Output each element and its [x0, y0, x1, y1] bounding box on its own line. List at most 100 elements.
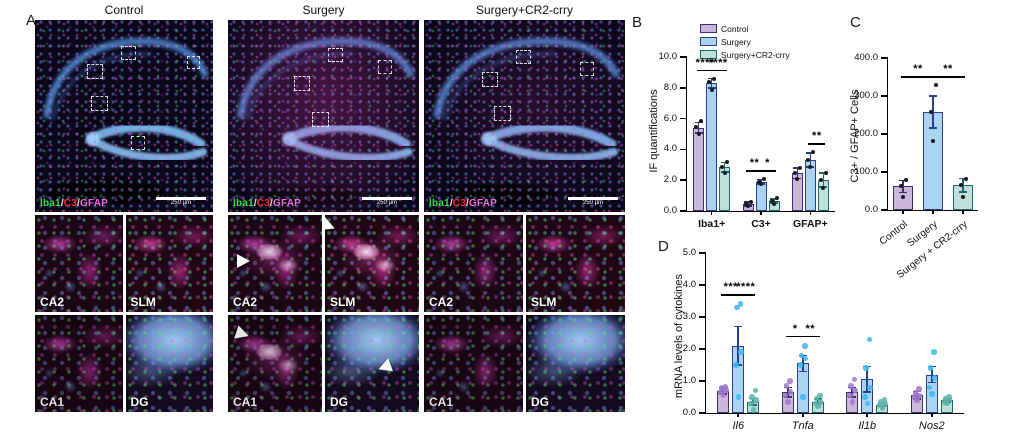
data-point [808, 165, 813, 170]
data-point [881, 397, 887, 403]
inset-dg: DG [526, 315, 625, 412]
data-point [903, 178, 908, 183]
y-tick [881, 209, 888, 211]
inset-ca1: CA1 [228, 315, 322, 412]
significance-line [759, 170, 776, 172]
plot-area: 0.0 100.0 200.0 300.0 400.0 Control Surgery Sur… [854, 52, 978, 281]
y-tick-label: 400.0 [854, 52, 878, 63]
legend-swatch [700, 24, 717, 33]
data-point [933, 83, 938, 88]
data-point [694, 125, 699, 130]
data-point [746, 204, 750, 209]
data-point [718, 389, 724, 395]
stain-sep: / [449, 198, 453, 209]
data-point [712, 76, 717, 81]
x-tick [801, 413, 804, 417]
data-point [821, 185, 826, 190]
arrowhead-marker [237, 253, 251, 268]
error-bar [809, 153, 812, 168]
microscopy-column-surgery: Surgery Iba1/C3/GFAP 250 μm CA2 SLM [228, 2, 419, 412]
legend-swatch [700, 37, 717, 46]
data-point [761, 177, 766, 182]
scale-bar: 250 μm [568, 197, 618, 207]
data-point [787, 378, 793, 384]
stain-sep: / [269, 198, 273, 209]
inset-ca2: CA2 [35, 215, 123, 312]
speckle [35, 215, 123, 312]
significance-stars: ** [749, 157, 760, 170]
data-point [864, 400, 870, 407]
error-bar [697, 122, 700, 134]
data-point [749, 394, 755, 400]
chart-if-quantifications: B IF quantifications Control Surgery Surge… [632, 10, 847, 236]
data-point [725, 159, 730, 164]
x-category-label: GFAP+ [792, 218, 828, 230]
inset-label: CA1 [429, 395, 454, 409]
inset-label: DG [130, 395, 149, 409]
data-point [961, 195, 965, 200]
data-point [797, 165, 802, 170]
stain-sep: / [465, 198, 469, 209]
if-speckle-texture [424, 20, 625, 212]
chart-mrna-cytokines: D mRNA levels of cytokines 0.0 1.0 2.0 3.0 4… [650, 238, 1032, 438]
inset-ca2: CA2 [228, 215, 322, 312]
stain-gfap: GFAP [272, 198, 301, 209]
data-point [795, 176, 800, 181]
significance-stars: **** [708, 56, 728, 69]
panel-c-label: C [850, 14, 861, 31]
stain-legend: Iba1/C3/GFAP [40, 198, 108, 209]
stain-sep: / [60, 198, 64, 209]
speckle [526, 215, 625, 312]
error-bar-cap [734, 325, 743, 328]
arrowhead-marker [233, 324, 251, 343]
data-point [735, 394, 741, 400]
x-tick [737, 413, 740, 417]
data-point [927, 365, 934, 371]
stain-legend: Iba1/C3/GFAP [233, 198, 301, 209]
stain-tint [424, 20, 625, 212]
y-tick [680, 56, 687, 58]
error-bar [737, 326, 740, 365]
y-tick [881, 171, 888, 173]
data-point [929, 391, 935, 397]
inset-dg: DG [325, 315, 419, 412]
significance-stars: ** [913, 63, 923, 76]
data-point [882, 400, 888, 407]
data-point [926, 384, 932, 391]
inset-grid: CA2 SLM CA1 DG [424, 215, 625, 412]
error-bar-cap [899, 179, 907, 182]
roi-box [494, 106, 511, 121]
y-tick-label: 0.0 [682, 407, 696, 418]
data-point [813, 395, 820, 402]
scale-bar-text: 250 μm [376, 200, 398, 206]
chart-c3-gfap-cells: C C3+ / GFAP+ Cells 0.0 100.0 200.0 300.0 40… [838, 10, 1032, 281]
significance-line [709, 69, 727, 71]
speckle [424, 315, 523, 412]
speckle [125, 215, 213, 312]
data-point [852, 387, 858, 394]
roi-box [131, 136, 145, 150]
inset-label: CA1 [40, 395, 65, 409]
data-point [743, 202, 748, 207]
roi-box [187, 56, 200, 69]
data-point [756, 179, 761, 184]
error-bar [822, 173, 825, 188]
speckle [35, 315, 123, 412]
column-title: Surgery+CR2-crry [475, 3, 574, 17]
hippocampus-bands [237, 37, 415, 206]
x-tick [930, 413, 933, 417]
significance-stars: * [792, 323, 798, 336]
data-point [748, 400, 754, 407]
stain-legend: Iba1/C3/GFAP [429, 198, 497, 209]
x-tick [902, 210, 904, 214]
x-tick [809, 211, 812, 215]
error-bar-cap [783, 396, 792, 398]
stain-c3: C3 [256, 198, 270, 209]
panel-a-label: A [26, 12, 37, 29]
error-bar [773, 199, 775, 203]
error-bar-cap [959, 191, 967, 193]
scale-bar-line [568, 197, 618, 200]
error-bar-cap [899, 191, 907, 194]
scale-bar-text: 250 μm [170, 200, 192, 206]
